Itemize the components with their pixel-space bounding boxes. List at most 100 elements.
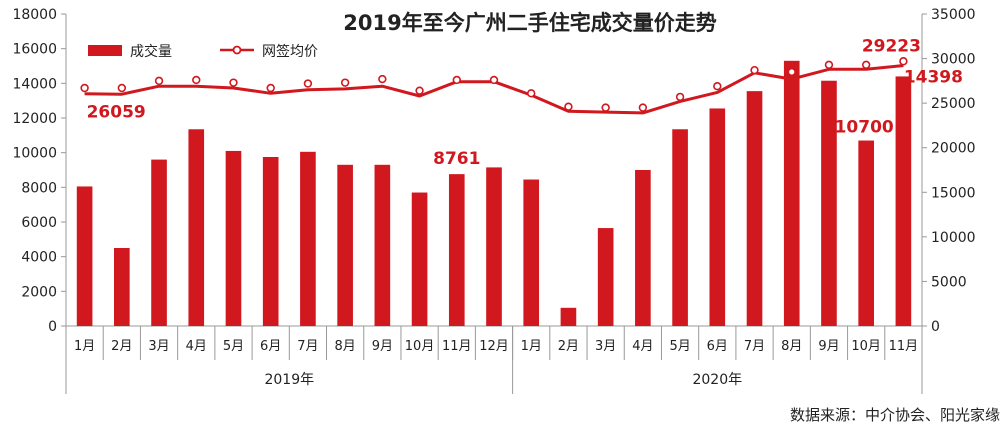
y-left-tick-label: 4000 <box>21 250 57 266</box>
y-left-tick-label: 14000 <box>12 76 57 92</box>
x-tick-label: 11月 <box>889 339 919 354</box>
x-tick-label: 7月 <box>744 339 765 354</box>
x-tick-label: 12月 <box>479 339 509 354</box>
legend-label-price: 网签均价 <box>262 43 318 60</box>
price-marker <box>452 75 461 85</box>
y-left-tick-label: 18000 <box>12 7 57 23</box>
price-marker <box>229 78 238 87</box>
x-tick-label: 10月 <box>405 339 435 354</box>
price-marker <box>340 78 350 87</box>
price-marker <box>638 103 648 112</box>
bar <box>448 174 465 326</box>
price-line <box>80 57 908 115</box>
bar <box>188 129 205 326</box>
x-tick-label: 2月 <box>558 339 579 354</box>
x-tick-label: 8月 <box>781 339 802 354</box>
x-group-label: 2019年 <box>264 372 314 388</box>
price-marker <box>713 82 722 91</box>
price-marker <box>117 83 127 93</box>
x-tick-label: 6月 <box>707 339 728 354</box>
price-marker <box>527 89 536 98</box>
y-right-tick-label: 25000 <box>931 96 976 112</box>
data-label: 8761 <box>433 149 480 169</box>
price-line-path <box>84 64 904 115</box>
data-label: 29223 <box>862 36 921 56</box>
bar <box>560 307 577 326</box>
y-left-tick-label: 2000 <box>21 284 57 300</box>
chart-title: 2019年至今广州二手住宅成交量价走势 <box>343 11 716 35</box>
bar <box>858 140 874 326</box>
x-tick-label: 2月 <box>111 339 132 354</box>
bar <box>783 60 800 327</box>
axes: 0 2000 4000 6000 8000 10000 12000 14000 16000 180… <box>12 7 976 394</box>
bar <box>486 167 502 326</box>
x-tick-label: 7月 <box>297 339 318 354</box>
price-marker <box>601 103 610 112</box>
price-marker <box>415 86 424 95</box>
x-tick-label: 4月 <box>632 339 653 354</box>
bar <box>300 151 316 326</box>
price-marker <box>824 60 834 70</box>
price-marker <box>192 75 201 85</box>
x-tick-label: 9月 <box>372 339 393 354</box>
y-left-tick-label: 8000 <box>21 180 57 196</box>
y-right-tick-label: 5000 <box>931 274 967 290</box>
y-left-tick-label: 12000 <box>12 111 57 127</box>
price-marker <box>378 74 387 84</box>
y-right-tick-label: 15000 <box>931 185 976 201</box>
bar <box>374 164 391 326</box>
bar <box>337 164 353 326</box>
data-labels: 26059 8761 10700 29223 14398 <box>87 36 963 169</box>
legend: 成交量 网签均价 <box>88 43 318 60</box>
x-tick-label: 10月 <box>851 339 881 354</box>
data-label: 14398 <box>904 67 963 87</box>
x-tick-label: 3月 <box>148 339 169 354</box>
bar <box>895 76 912 327</box>
price-marker <box>266 83 275 93</box>
bar <box>523 179 540 326</box>
bar <box>821 80 837 326</box>
legend-label-volume: 成交量 <box>130 43 172 60</box>
price-marker <box>861 60 871 70</box>
bar <box>411 192 428 326</box>
bar <box>597 228 614 326</box>
price-marker <box>80 83 89 93</box>
source-note: 数据来源：中介协会、阳光家缘 <box>790 406 1000 424</box>
price-marker <box>899 57 908 66</box>
y-left-tick-label: 6000 <box>21 215 57 231</box>
x-tick-label: 6月 <box>260 339 281 354</box>
y-right-tick-label: 30000 <box>931 52 976 68</box>
x-tick-label: 3月 <box>595 339 616 354</box>
bar <box>76 186 93 326</box>
bar <box>672 129 688 326</box>
x-tick-label: 5月 <box>669 339 690 354</box>
bar <box>114 248 130 326</box>
price-marker <box>750 65 759 75</box>
y-right-tick-label: 0 <box>931 319 940 335</box>
bar <box>746 91 763 326</box>
price-marker <box>154 76 164 86</box>
price-marker <box>489 75 499 85</box>
bar <box>262 157 279 326</box>
bar <box>225 150 242 326</box>
data-label: 10700 <box>835 118 894 138</box>
price-marker <box>675 92 685 102</box>
legend-swatch-price-marker <box>232 45 242 55</box>
x-tick-label: 1月 <box>521 339 542 354</box>
data-label: 26059 <box>87 103 146 123</box>
y-left-tick-label: 0 <box>48 319 57 335</box>
y-left-tick-label: 10000 <box>12 146 57 162</box>
bar <box>151 159 167 326</box>
y-right-tick-label: 20000 <box>931 141 976 157</box>
legend-swatch-volume <box>88 45 122 56</box>
bar <box>709 108 726 326</box>
price-marker <box>564 102 573 111</box>
y-right-tick-label: 35000 <box>931 7 976 23</box>
y-left-tick-label: 16000 <box>12 42 57 58</box>
x-tick-label: 8月 <box>334 339 355 354</box>
y-right-tick-label: 10000 <box>931 230 976 246</box>
x-tick-label: 11月 <box>442 339 472 354</box>
price-marker <box>787 67 796 77</box>
bar <box>635 170 651 326</box>
